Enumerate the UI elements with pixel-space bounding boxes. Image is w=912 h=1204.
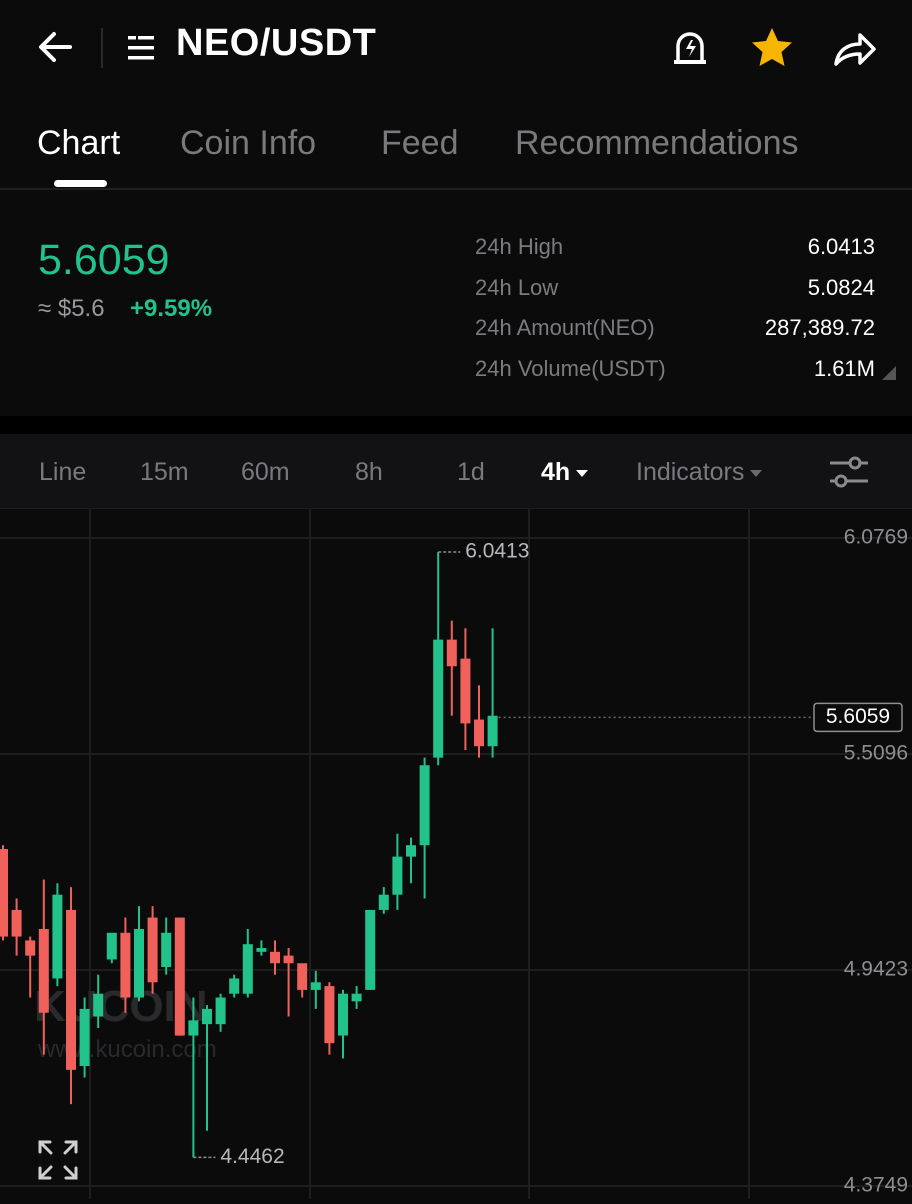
candle-body [392,856,403,895]
candle-body [474,719,484,747]
y-tick-label: 4.9423 [844,958,908,981]
y-axis-ticks: 6.0769 5.5096 4.9423 4.3749 [844,526,908,1197]
chart-canvas: KUCOIN www.kucoin.com 6.07695.50964.9423… [0,509,912,1199]
candle-body [66,909,76,1070]
high-marker-label: 6.0413 [465,540,529,563]
pair-title[interactable]: NEO/USDT [176,22,377,64]
header-divider [101,28,103,68]
last-price-box [813,702,903,733]
candle-body [174,917,185,1036]
stat-label-24h-high: 24h High [475,234,564,259]
interval-15m[interactable]: 15m [140,458,189,486]
stat-value-24h-amount: 287,389.72 [764,315,875,340]
last-price-label: 5.6059 [826,705,890,728]
stat-label-24h-amount: 24h Amount(NEO) [475,315,655,340]
candle-body [188,1020,199,1036]
usd-price: ≈ $5.6 [38,295,105,322]
stat-value-24h-volume: 1.61M [813,356,875,381]
candle-body [242,944,253,994]
candle-body [460,658,471,724]
interval-line[interactable]: Line [39,458,87,486]
tab-coin-info[interactable]: Coin Info [180,124,317,162]
candle-body [215,997,226,1025]
candle-body [38,928,49,1013]
candle-body [365,909,376,990]
price-markers: 5.6059 6.0413 4.4462 [193,540,903,1168]
interval-1d[interactable]: 1d [457,458,485,486]
candle-body [297,963,308,990]
caret-down-icon [576,469,589,477]
interval-60m[interactable]: 60m [241,458,290,486]
candle-body [487,715,498,747]
tab-chart[interactable]: Chart [37,124,121,162]
caret-down-icon [750,469,763,477]
indicators-dropdown[interactable]: Indicators [636,458,763,487]
indicators-label: Indicators [636,458,745,486]
y-tick-label: 4.3749 [844,1174,908,1197]
chart-settings-sliders-icon[interactable] [826,452,872,492]
star-icon[interactable] [748,24,796,72]
low-marker-label: 4.4462 [220,1145,284,1168]
candle-body [270,951,280,964]
price-change-percent: +9.59% [130,295,213,322]
candlestick-chart[interactable]: KUCOIN www.kucoin.com 6.0769 5.5096 4.9423… [0,509,912,1199]
tab-recommendations[interactable]: Recommendations [515,124,799,162]
candle-body [378,894,389,910]
candle-body [229,978,240,994]
candle-body [161,932,172,968]
candle-body [406,845,416,857]
candle-body [419,765,430,846]
y-tick-label: 6.0769 [844,526,908,549]
candle-body [310,982,321,990]
candle-body [433,639,444,758]
fullscreen-expand-icon[interactable] [36,1138,80,1182]
candle-body [202,1008,212,1025]
candle-body [147,917,158,983]
volume-toggle-caret-icon[interactable] [882,366,896,380]
price-alert-icon[interactable] [666,24,714,72]
candle-body [106,932,117,960]
list-menu-icon[interactable] [122,28,162,68]
y-tick-label: 5.5096 [844,742,908,765]
last-price: 5.6059 [38,236,170,284]
stat-label-24h-low: 24h Low [475,275,559,300]
candle-body [283,955,294,964]
candle-body [11,909,22,937]
interval-bar: Line 15m 60m 8h 1d 4h Indicators [0,434,912,509]
candle-body [0,849,8,937]
interval-4h-dropdown[interactable]: 4h [541,458,589,487]
chart-grid [0,509,912,1199]
candle-body [134,928,144,998]
section-separator [0,416,912,434]
candle-body [324,986,335,1044]
candle-body [79,1008,90,1067]
interval-8h[interactable]: 8h [355,458,383,486]
stat-value-24h-low: 5.0824 [807,275,875,300]
active-tab-indicator [54,180,107,187]
candle-body [351,993,362,1002]
candle-body [25,940,36,956]
candle-body [52,894,63,979]
share-icon[interactable] [828,24,878,72]
watermark-url: www.kucoin.com [37,1036,217,1063]
tab-bar: Chart Coin Info Feed Recommendations [0,100,912,190]
top-bar: NEO/USDT [0,0,912,100]
stat-label-24h-volume: 24h Volume(USDT) [475,356,666,381]
candle-body [338,993,348,1036]
candles [0,552,498,1158]
candle-body [120,932,131,998]
stat-value-24h-high: 6.0413 [807,234,875,259]
tab-feed[interactable]: Feed [381,124,459,162]
back-arrow-icon[interactable] [30,22,86,72]
candle-body [446,639,457,667]
interval-4h-label: 4h [541,458,571,486]
candle-body [93,993,104,1017]
candle-body [256,948,267,952]
